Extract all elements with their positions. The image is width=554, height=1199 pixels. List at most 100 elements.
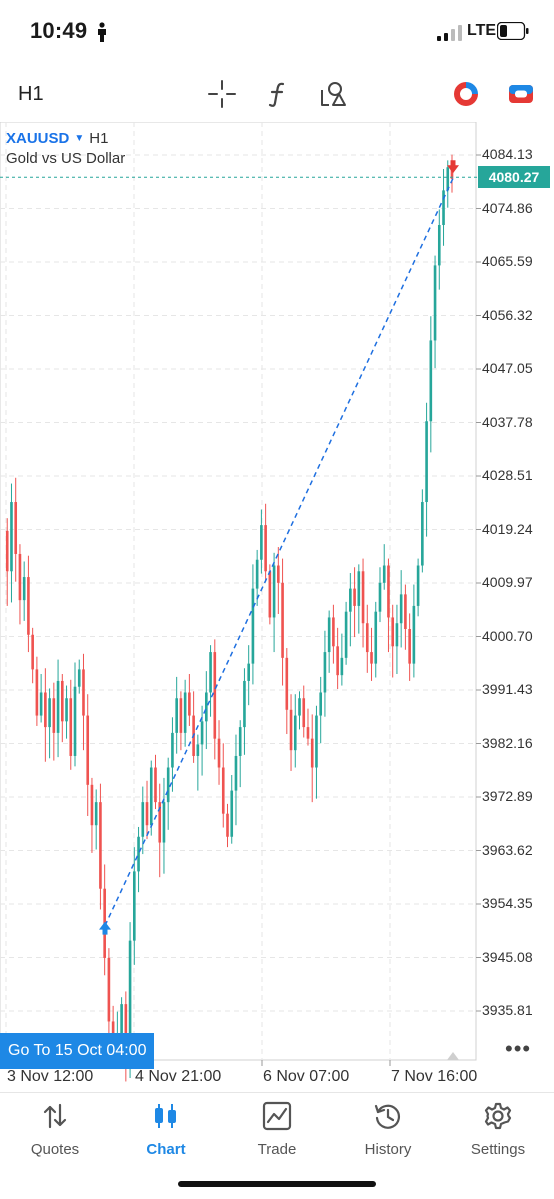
goto-date-button[interactable]: Go To 15 Oct 04:00	[0, 1033, 155, 1069]
candle-body	[421, 502, 424, 566]
candle-body	[90, 784, 94, 826]
candle-body	[370, 652, 373, 664]
nav-label-trade: Trade	[257, 1141, 297, 1158]
candle-body	[433, 265, 437, 341]
gear-icon	[484, 1102, 512, 1130]
candle-body	[188, 692, 191, 716]
nav-history[interactable]: History	[333, 1101, 443, 1158]
indicators-icon[interactable]	[262, 78, 294, 110]
candle-body	[48, 698, 51, 728]
chart-toolbar: H1	[0, 66, 554, 122]
timeframe-selector[interactable]: H1	[18, 83, 44, 105]
price-axis-label: 3972.89	[482, 788, 533, 804]
crosshair-icon[interactable]	[206, 78, 238, 110]
nav-label-settings: Settings	[470, 1141, 526, 1158]
candle-body	[357, 571, 361, 606]
chart-frame	[0, 122, 477, 1061]
chart-canvas[interactable]	[0, 122, 554, 1092]
person-icon	[98, 22, 106, 42]
candle-body	[31, 634, 34, 670]
candle-body	[44, 692, 47, 728]
candle-body	[323, 652, 327, 693]
candle-body	[238, 727, 242, 756]
time-axis-label: 3 Nov 12:00	[7, 1068, 94, 1085]
price-axis-label: 4000.70	[482, 627, 533, 644]
symbol-header[interactable]: XAUUSD ▼ H1	[6, 130, 108, 147]
battery-icon	[497, 22, 529, 40]
candle-body	[264, 525, 267, 572]
candle-body	[200, 721, 204, 745]
price-axis-label: 3945.08	[482, 948, 533, 965]
signal-icon	[437, 25, 462, 41]
trade-chart-icon	[262, 1101, 292, 1131]
candle-body	[281, 582, 284, 658]
price-axis-label: 4074.86	[482, 199, 533, 216]
candle-body	[450, 167, 454, 179]
price-axis-label: 4084.13	[482, 146, 533, 162]
one-click-trading-icon[interactable]	[450, 78, 482, 110]
symbol-name[interactable]: XAUUSD	[6, 130, 70, 147]
candle-body	[247, 663, 250, 681]
candle-body	[145, 802, 149, 826]
candle-body	[73, 686, 77, 756]
price-axis-label: 4056.32	[482, 306, 533, 323]
candle-body	[255, 559, 259, 589]
candle-body	[446, 167, 450, 191]
nav-label-quotes: Quotes	[30, 1141, 80, 1158]
sell-arrow-icon	[447, 160, 459, 174]
candle-body	[162, 802, 166, 843]
candle-body	[14, 502, 18, 554]
price-axis-label: 4065.59	[482, 253, 533, 269]
candle-body	[416, 565, 420, 606]
candle-body	[315, 715, 318, 768]
chart-end-marker	[447, 1052, 459, 1060]
price-chart[interactable]: XAUUSD ▼ H1 Gold vs US Dollar 4084.13 407…	[0, 122, 554, 1092]
candle-body	[149, 767, 153, 826]
candle-body	[293, 715, 297, 751]
symbol-dropdown-icon[interactable]: ▼	[74, 133, 85, 144]
candle-body	[289, 709, 293, 751]
candle-body	[285, 657, 289, 710]
nav-settings[interactable]: Settings	[443, 1101, 553, 1158]
candle-body	[60, 680, 64, 722]
candle-body	[94, 802, 98, 826]
candle-body	[391, 617, 395, 647]
candle-body	[10, 502, 13, 572]
candle-body	[27, 577, 30, 635]
price-axis-label: 3935.81	[482, 1002, 533, 1018]
candle-body	[387, 565, 390, 618]
price-axis-label: 3982.16	[482, 734, 533, 751]
candle-body	[69, 698, 73, 756]
candle-body	[5, 530, 9, 572]
history-clock-icon	[374, 1104, 401, 1129]
candle-body	[132, 871, 136, 941]
objects-icon[interactable]	[318, 78, 350, 110]
price-axis-label: 3954.35	[482, 895, 533, 911]
home-indicator	[178, 1181, 376, 1187]
candle-body	[52, 698, 56, 733]
candle-body	[310, 738, 314, 768]
candle-body	[298, 698, 301, 716]
candles-icon	[155, 1104, 176, 1128]
candle-body	[82, 669, 85, 716]
buy-arrow-icon	[99, 921, 111, 935]
candle-body	[399, 594, 403, 624]
candle-body	[128, 940, 132, 1051]
network-type: LTE	[467, 22, 497, 39]
quotes-arrows-icon	[43, 1103, 67, 1129]
account-icon[interactable]	[505, 78, 537, 110]
trade-trend-line	[104, 177, 454, 926]
more-options-icon[interactable]: •••	[505, 1036, 532, 1061]
candle-body	[243, 680, 246, 728]
candle-body	[230, 790, 234, 837]
candle-body	[65, 698, 68, 722]
nav-quotes[interactable]: Quotes	[0, 1101, 110, 1158]
candle-body	[319, 692, 323, 716]
status-bar: 10:49 LTE	[0, 0, 554, 66]
price-axis-label: 4028.51	[482, 467, 533, 483]
nav-chart[interactable]: Chart	[111, 1101, 221, 1158]
candle-body	[56, 680, 60, 733]
nav-trade[interactable]: Trade	[222, 1101, 332, 1158]
price-axis-label: 3963.62	[482, 841, 533, 858]
candle-body	[332, 617, 335, 647]
